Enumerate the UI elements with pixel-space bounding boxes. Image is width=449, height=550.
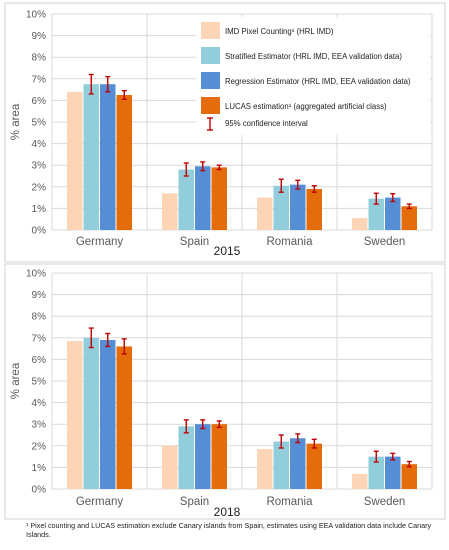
y-tick-label: 3% bbox=[32, 161, 47, 172]
legend-label: LUCAS estimation¹ (aggregated artificial… bbox=[225, 102, 387, 111]
bar-sweden-s1 bbox=[368, 198, 384, 230]
y-tick-label: 2% bbox=[32, 182, 47, 193]
bar-sweden-s3 bbox=[401, 206, 417, 230]
bar-sweden-s0 bbox=[352, 473, 368, 489]
y-tick-label: 7% bbox=[32, 74, 47, 85]
bar-germany-s1 bbox=[83, 84, 99, 230]
chart-panel-2015: 0% 1% 2% 3% 4% 5% 6% 7% 8% 9% 10% % area Germany Spai… bbox=[4, 2, 446, 263]
bar-spain-s3 bbox=[211, 167, 227, 230]
bar-sweden-s1 bbox=[368, 456, 384, 489]
legend-background bbox=[196, 17, 430, 135]
y-axis-label: % area bbox=[10, 362, 22, 399]
y-tick-label: 8% bbox=[32, 53, 47, 64]
y-tick-label: 10% bbox=[26, 10, 46, 21]
bar-romania-s2 bbox=[290, 184, 306, 230]
x-category-label: Spain bbox=[180, 236, 209, 248]
legend-swatch bbox=[201, 22, 220, 39]
legend-label: IMD Pixel Counting¹ (HRL IMD) bbox=[225, 27, 334, 36]
bar-spain-s1 bbox=[178, 169, 194, 230]
legend-label: Regression Estimator (HRL IMD, EEA valid… bbox=[225, 77, 411, 86]
x-category-label: Germany bbox=[76, 236, 124, 248]
legend-swatch bbox=[201, 47, 220, 64]
y-axis-label: % area bbox=[10, 103, 22, 140]
bar-germany-s0 bbox=[67, 91, 83, 230]
y-tick-label: 7% bbox=[32, 333, 47, 344]
footnote: ¹ Pixel counting and LUCAS estimation ex… bbox=[26, 521, 432, 539]
x-category-label: Sweden bbox=[364, 236, 406, 248]
x-category-label: Sweden bbox=[364, 496, 406, 508]
bar-sweden-s2 bbox=[385, 456, 401, 489]
bar-spain-s2 bbox=[195, 424, 211, 489]
bar-romania-s2 bbox=[290, 438, 306, 489]
y-tick-label: 2% bbox=[32, 441, 47, 452]
legend-label: 95% confidence interval bbox=[225, 119, 308, 128]
y-tick-label: 5% bbox=[32, 118, 47, 129]
bar-romania-s3 bbox=[306, 443, 322, 489]
chart-title: 2015 bbox=[214, 244, 241, 258]
y-tick-label: 4% bbox=[32, 398, 47, 409]
bar-romania-s1 bbox=[273, 185, 289, 230]
chart-panel-2018: 0% 1% 2% 3% 4% 5% 6% 7% 8% 9% 10% % area Germany Spai… bbox=[4, 263, 446, 520]
y-tick-label: 8% bbox=[32, 312, 47, 323]
bar-germany-s0 bbox=[67, 341, 83, 489]
bar-germany-s1 bbox=[83, 337, 99, 489]
legend-swatch bbox=[201, 97, 220, 114]
bar-spain-s0 bbox=[162, 193, 178, 230]
y-tick-label: 0% bbox=[32, 226, 47, 237]
bar-romania-s0 bbox=[257, 197, 273, 230]
legend-swatch bbox=[201, 72, 220, 89]
y-tick-label: 9% bbox=[32, 31, 47, 42]
bar-germany-s2 bbox=[100, 84, 116, 230]
x-category-label: Germany bbox=[76, 496, 124, 508]
bar-spain-s2 bbox=[195, 166, 211, 230]
legend-label: Stratified Estimator (HRL IMD, EEA valid… bbox=[225, 52, 402, 61]
chart-title: 2018 bbox=[214, 505, 241, 519]
y-tick-label: 5% bbox=[32, 377, 47, 388]
bar-spain-s3 bbox=[211, 424, 227, 489]
bar-sweden-s3 bbox=[401, 464, 417, 489]
bar-spain-s0 bbox=[162, 445, 178, 489]
bar-germany-s2 bbox=[100, 339, 116, 489]
y-tick-label: 6% bbox=[32, 355, 47, 366]
y-tick-label: 1% bbox=[32, 463, 47, 474]
bar-sweden-s0 bbox=[352, 218, 368, 230]
x-category-label: Romania bbox=[266, 496, 313, 508]
bar-spain-s1 bbox=[178, 426, 194, 489]
bar-sweden-s2 bbox=[385, 197, 401, 230]
bar-germany-s3 bbox=[116, 95, 132, 230]
y-tick-label: 9% bbox=[32, 290, 47, 301]
y-tick-label: 0% bbox=[32, 485, 47, 496]
bar-romania-s3 bbox=[306, 188, 322, 230]
y-tick-label: 3% bbox=[32, 420, 47, 431]
x-category-label: Spain bbox=[180, 496, 209, 508]
y-tick-label: 1% bbox=[32, 204, 47, 215]
bar-romania-s1 bbox=[273, 441, 289, 489]
legend: IMD Pixel Counting¹ (HRL IMD) Stratified … bbox=[196, 17, 430, 135]
y-tick-label: 6% bbox=[32, 96, 47, 107]
x-category-label: Romania bbox=[266, 236, 313, 248]
y-tick-label: 4% bbox=[32, 139, 47, 150]
bar-germany-s3 bbox=[116, 346, 132, 489]
bar-romania-s0 bbox=[257, 449, 273, 489]
y-tick-label: 10% bbox=[26, 269, 46, 280]
